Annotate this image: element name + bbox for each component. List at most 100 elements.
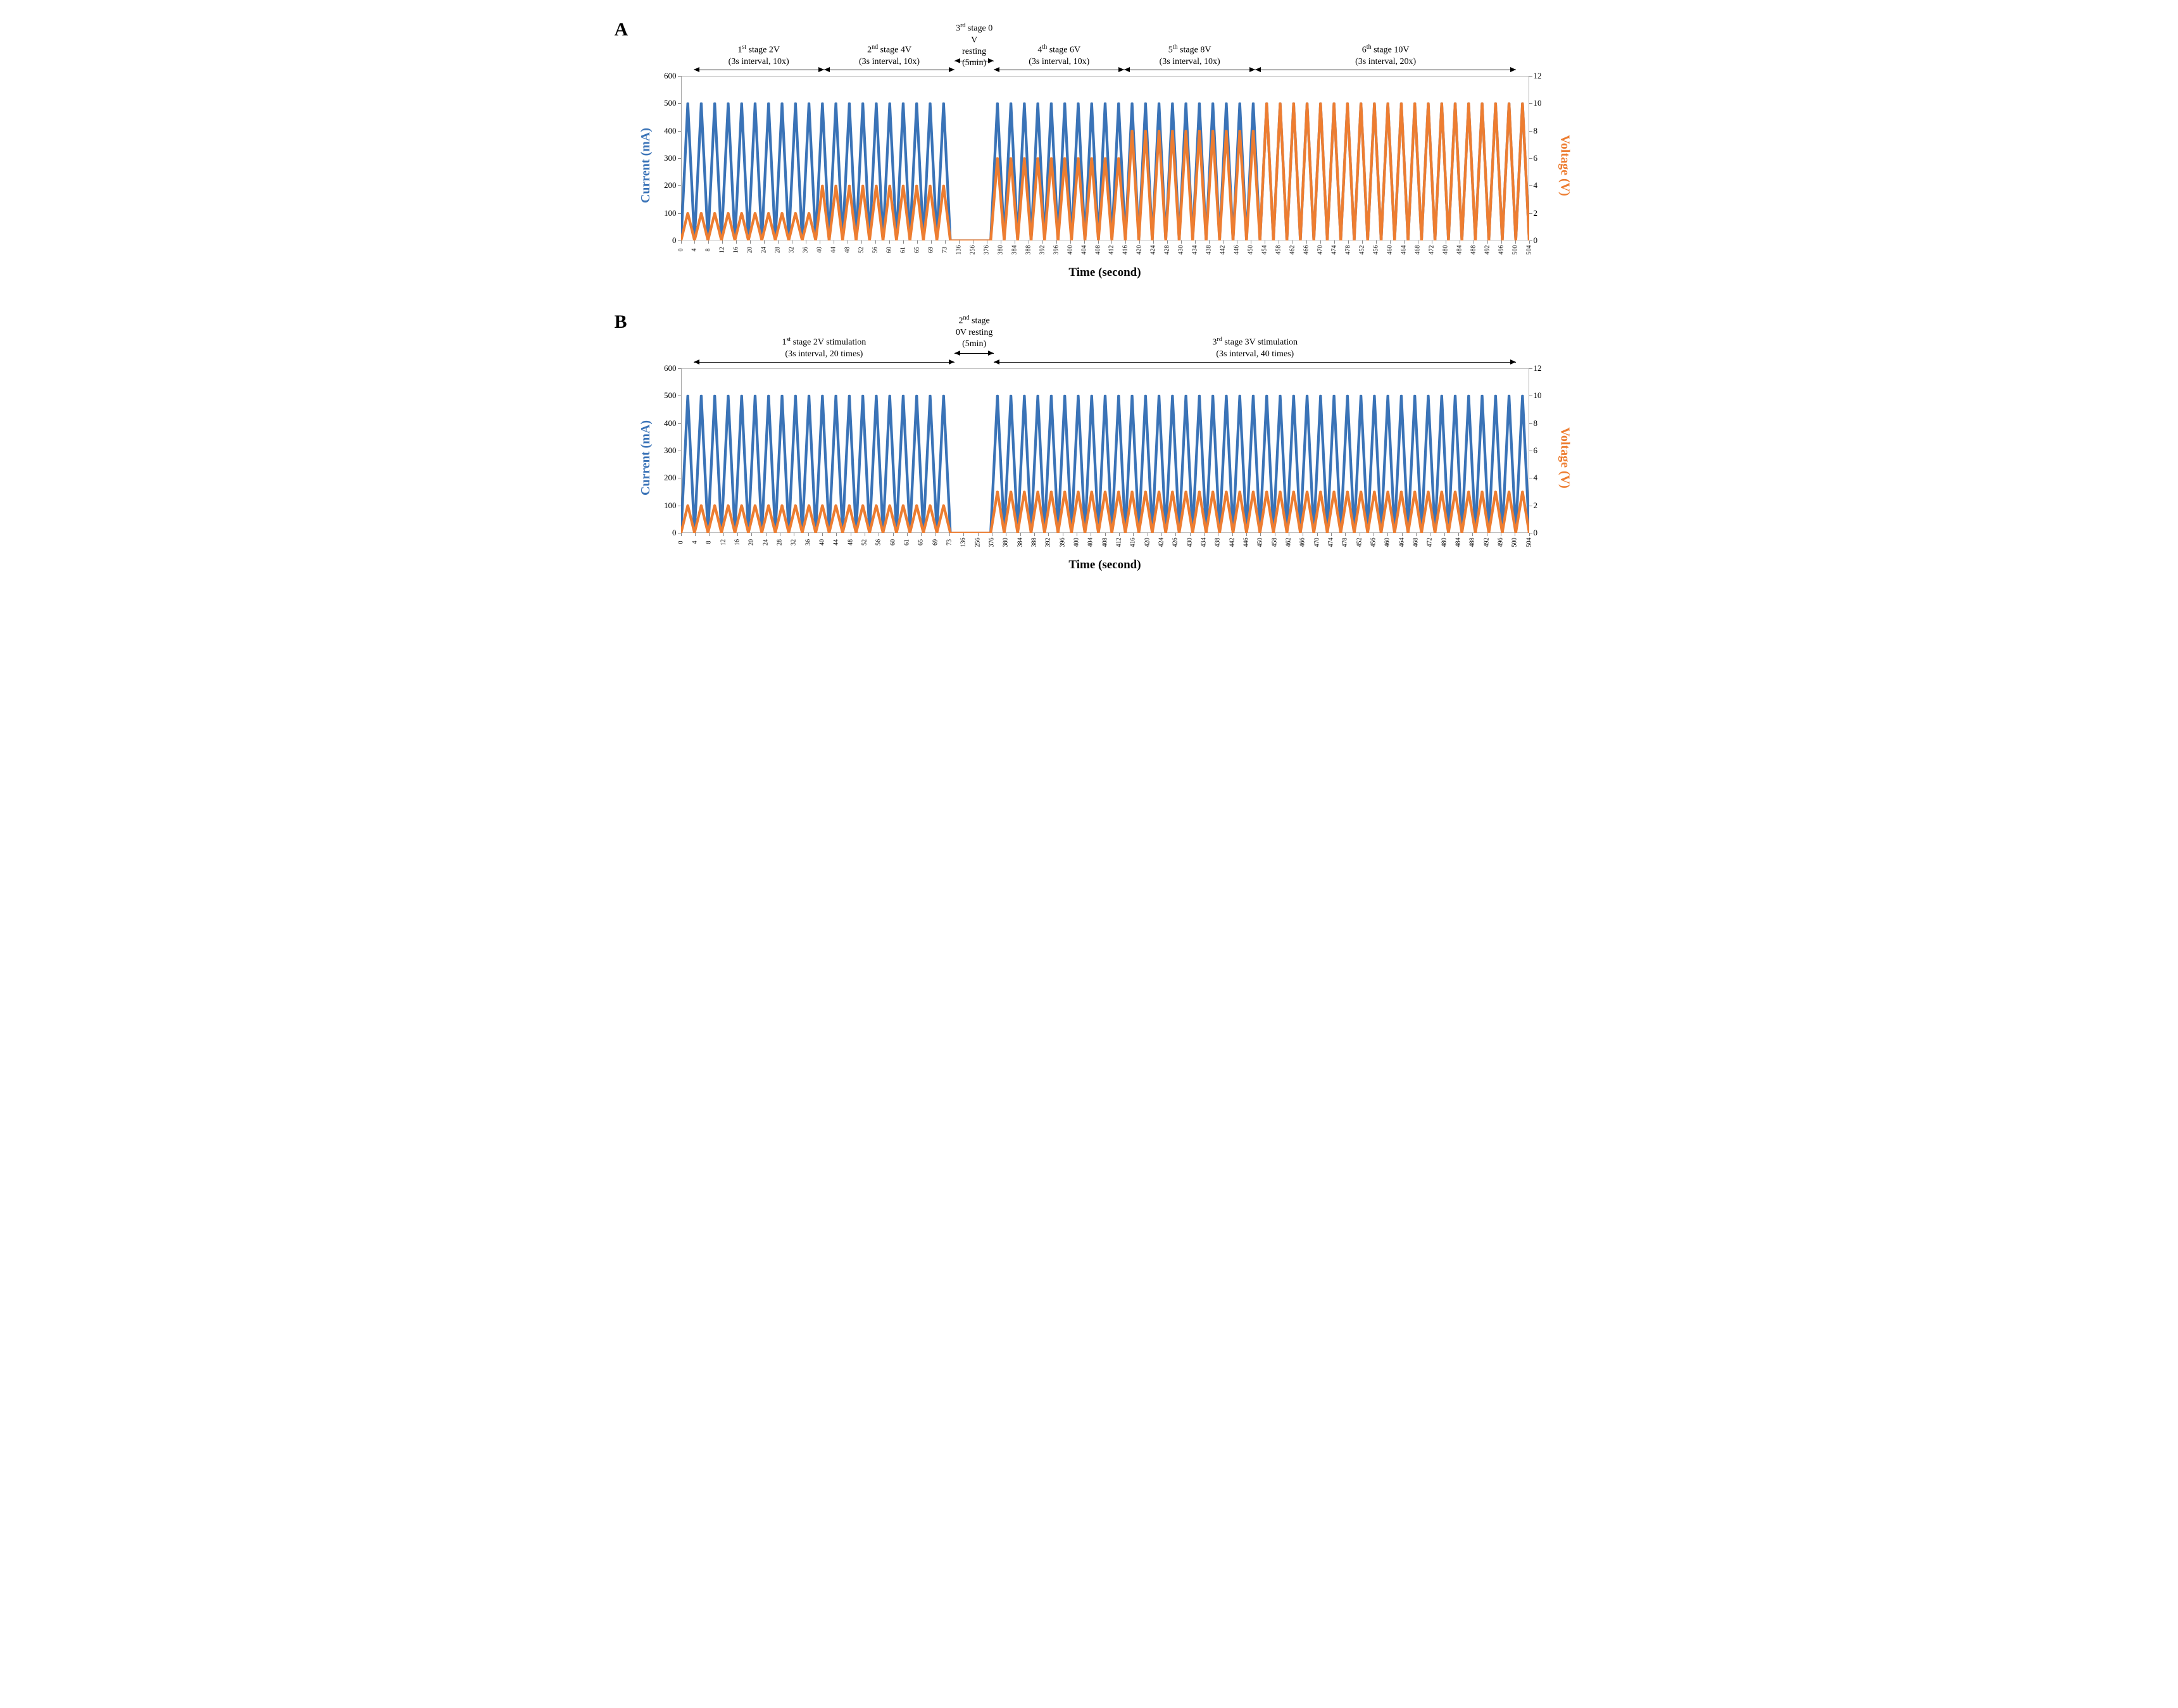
x-tick: 404	[1080, 246, 1087, 255]
y-right-tick: 6	[1534, 446, 1538, 456]
x-tick: 430	[1186, 538, 1193, 547]
y-left-tick: 200	[664, 473, 677, 483]
x-tick: 504	[1525, 538, 1532, 547]
x-tick: 420	[1136, 246, 1143, 255]
x-tick: 424	[1158, 538, 1165, 547]
y-right-tick: 4	[1534, 473, 1538, 483]
x-tick: 376	[983, 246, 990, 255]
x-tick: 136	[960, 538, 967, 547]
x-tick: 460	[1386, 246, 1393, 255]
x-tick: 408	[1094, 246, 1101, 255]
x-tick: 464	[1398, 538, 1405, 547]
x-tick: 44	[833, 539, 840, 545]
y-left-tick: 400	[664, 126, 677, 136]
x-tick: 468	[1412, 538, 1419, 547]
x-tick: 462	[1285, 538, 1292, 547]
panel-a-label: A	[615, 19, 629, 41]
x-tick: 420	[1144, 538, 1151, 547]
x-tick: 454	[1261, 246, 1268, 255]
panel-b-plot-area: Current (mA) 0100200300400500600 Voltage…	[646, 368, 1564, 533]
x-tick: 460	[1384, 538, 1391, 547]
x-tick: 388	[1030, 538, 1037, 547]
panel-b-y-left-ticks: 0100200300400500600	[646, 368, 681, 533]
x-tick: 412	[1115, 538, 1122, 547]
panel-a-plot	[681, 76, 1529, 240]
x-tick: 472	[1428, 246, 1435, 255]
panel-a-y-left-ticks: 0100200300400500600	[646, 76, 681, 240]
stage-label: 5th stage 8V(3s interval, 10x)	[1124, 43, 1255, 68]
x-tick: 442	[1229, 538, 1236, 547]
x-tick: 492	[1484, 246, 1491, 255]
x-tick: 73	[941, 247, 948, 253]
figure-root: A 1st stage 2V(3s interval, 10x)2nd stag…	[615, 19, 1564, 572]
x-tick: 466	[1303, 246, 1310, 255]
x-tick: 434	[1200, 538, 1207, 547]
x-tick: 40	[817, 247, 823, 253]
stage-label: 1st stage 2V stimulation(3s interval, 20…	[694, 335, 955, 360]
y-left-tick: 100	[664, 501, 677, 511]
x-tick: 496	[1497, 538, 1504, 547]
x-tick: 426	[1172, 538, 1179, 547]
x-tick: 450	[1248, 246, 1255, 255]
x-tick: 474	[1327, 538, 1334, 547]
x-tick: 56	[872, 247, 879, 253]
x-tick: 69	[927, 247, 934, 253]
x-tick: 412	[1108, 246, 1115, 255]
stage-arrow	[994, 362, 1516, 363]
x-tick: 0	[677, 541, 684, 544]
y-right-tick: 12	[1534, 71, 1542, 81]
x-tick: 488	[1469, 538, 1476, 547]
x-tick: 458	[1275, 246, 1282, 255]
x-tick: 430	[1178, 246, 1185, 255]
panel-a-chart: 1st stage 2V(3s interval, 10x)2nd stage …	[646, 19, 1564, 280]
x-tick: 438	[1206, 246, 1213, 255]
y-right-tick: 12	[1534, 363, 1542, 373]
x-tick: 396	[1053, 246, 1060, 255]
x-tick: 16	[734, 539, 741, 545]
x-tick: 392	[1045, 538, 1052, 547]
x-tick: 484	[1455, 538, 1461, 547]
x-tick: 28	[776, 539, 783, 545]
panel-a: A 1st stage 2V(3s interval, 10x)2nd stag…	[615, 19, 1564, 280]
x-tick: 20	[748, 539, 755, 545]
x-tick: 384	[1017, 538, 1023, 547]
x-tick: 434	[1192, 246, 1199, 255]
x-tick: 256	[969, 246, 976, 255]
y-left-tick: 0	[672, 528, 677, 538]
x-tick: 442	[1220, 246, 1227, 255]
panel-b-label: B	[615, 311, 627, 333]
panel-b-x-ticks: 0481216202428323640444852566061656973136…	[681, 533, 1529, 556]
x-tick: 400	[1067, 246, 1073, 255]
x-tick: 12	[720, 539, 727, 545]
x-tick: 446	[1234, 246, 1241, 255]
x-tick: 48	[847, 539, 854, 545]
x-tick: 478	[1344, 246, 1351, 255]
x-tick: 470	[1313, 538, 1320, 547]
panel-a-y-right: Voltage (V) 024681012	[1529, 76, 1564, 240]
y-left-tick: 300	[664, 153, 677, 163]
y-right-tick: 2	[1534, 208, 1538, 218]
panel-b-plot	[681, 368, 1529, 533]
stage-label: 1st stage 2V(3s interval, 10x)	[694, 43, 824, 68]
x-tick: 488	[1470, 246, 1477, 255]
x-tick: 65	[918, 539, 925, 545]
x-tick: 61	[903, 539, 910, 545]
panel-b-x-label: Time (second)	[646, 558, 1564, 572]
x-tick: 462	[1289, 246, 1296, 255]
stage-label: 2nd stage0V resting(5min)	[954, 314, 994, 350]
y-right-tick: 10	[1534, 390, 1542, 401]
y-left-tick: 600	[664, 363, 677, 373]
x-tick: 32	[789, 247, 796, 253]
x-tick: 48	[844, 247, 851, 253]
stage-arrow	[694, 362, 955, 363]
x-tick: 52	[858, 247, 865, 253]
x-tick: 65	[913, 247, 920, 253]
stage-label: 2nd stage 4V(3s interval, 10x)	[824, 43, 954, 68]
stage-label: 6th stage 10V(3s interval, 20x)	[1255, 43, 1517, 68]
panel-a-y-left: Current (mA) 0100200300400500600	[646, 76, 681, 240]
x-tick: 73	[946, 539, 953, 545]
x-tick: 0	[677, 249, 684, 252]
x-tick: 466	[1299, 538, 1306, 547]
x-tick: 4	[691, 541, 698, 544]
x-tick: 474	[1330, 246, 1337, 255]
